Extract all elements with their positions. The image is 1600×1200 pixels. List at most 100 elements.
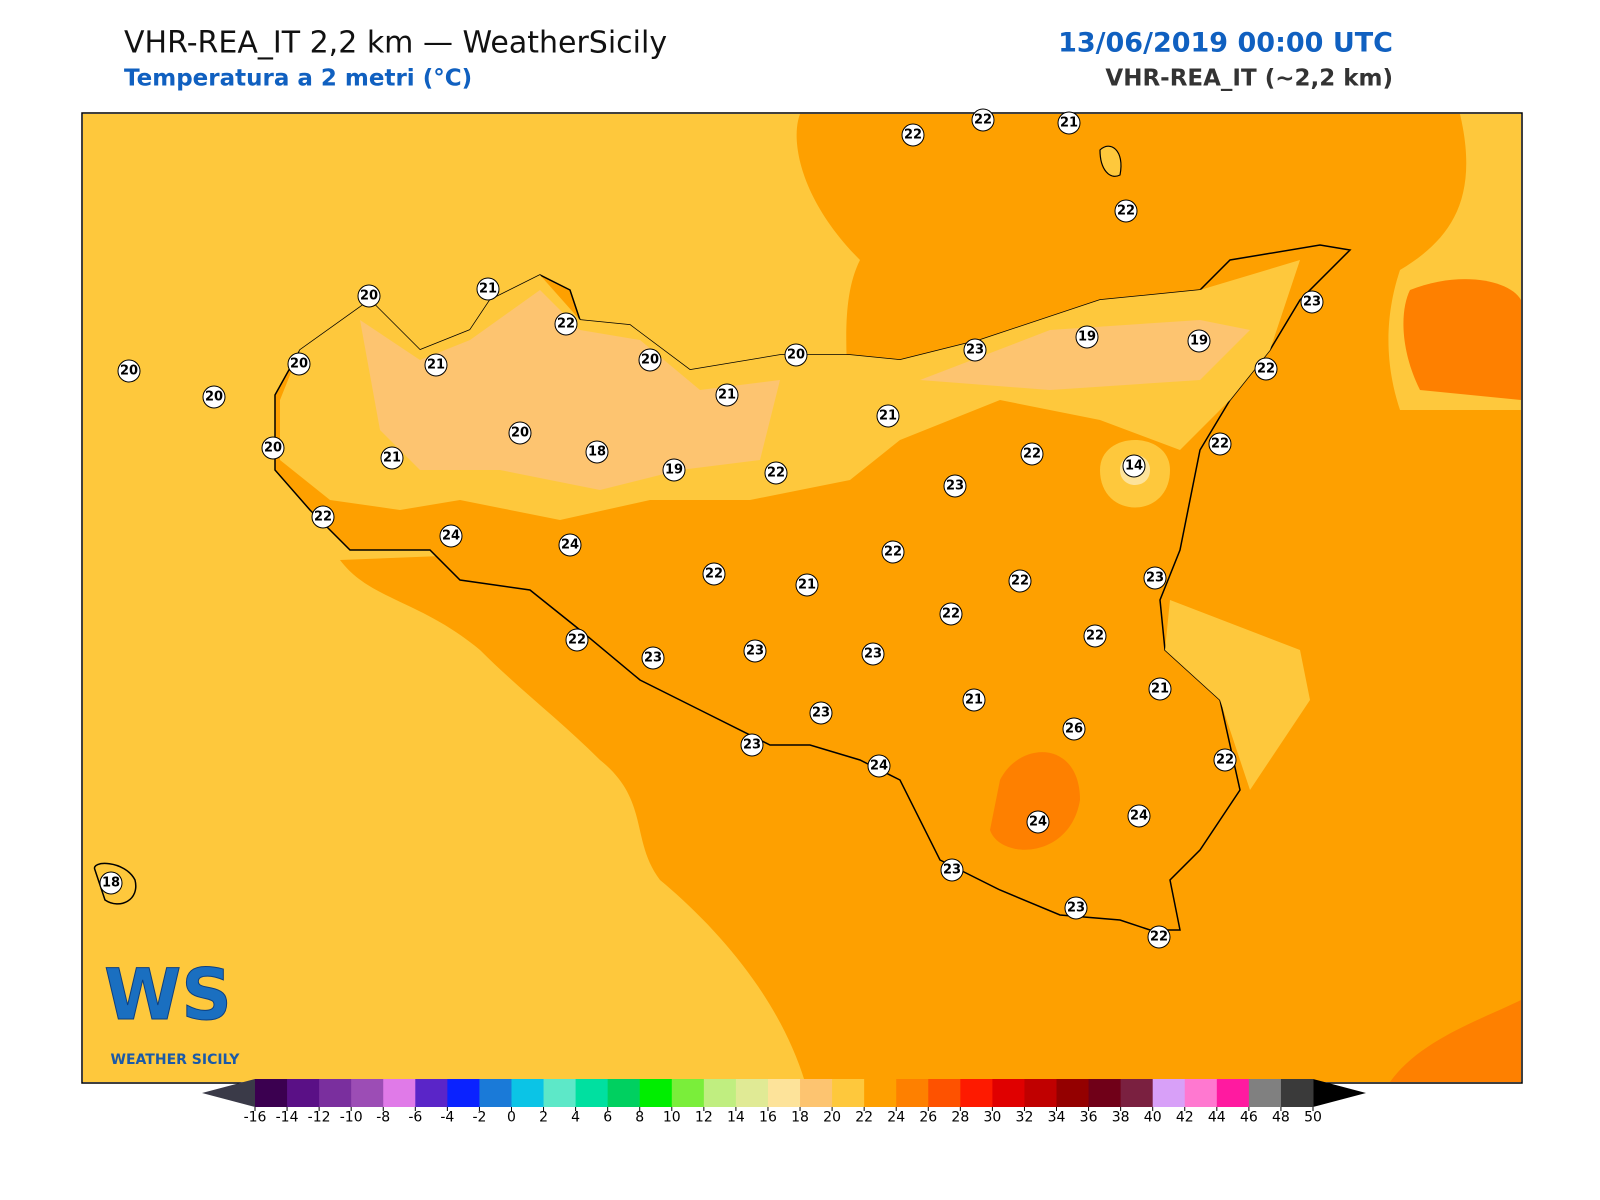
station-dot — [743, 639, 767, 663]
colorbar-label: -10 — [340, 1110, 363, 1126]
station-dot — [861, 642, 885, 666]
station-value: 23 — [1146, 571, 1164, 586]
station-value: 22 — [314, 510, 332, 525]
station: 20 — [261, 436, 285, 460]
station-dot — [867, 754, 891, 778]
station: 24 — [1127, 804, 1151, 828]
station-value: 22 — [1117, 204, 1135, 219]
station-dot — [764, 461, 788, 485]
station-value: 26 — [1065, 722, 1083, 737]
station-dot — [901, 123, 925, 147]
colorbar-label: 50 — [1304, 1110, 1322, 1126]
station: 23 — [943, 474, 967, 498]
station: 21 — [715, 383, 739, 407]
station-value: 22 — [1211, 437, 1229, 452]
station: 20 — [117, 359, 141, 383]
station: 20 — [202, 385, 226, 409]
map — [83, 114, 1521, 1082]
colorbar-under — [202, 1079, 255, 1107]
colorbar-swatch — [511, 1079, 545, 1107]
station-value: 22 — [1257, 362, 1275, 377]
station: 22 — [1208, 432, 1232, 456]
colorbar-over — [1313, 1079, 1366, 1107]
station-dot — [1008, 569, 1032, 593]
station: 22 — [1114, 199, 1138, 223]
calabria-warm — [1403, 279, 1521, 400]
colorbar-label: 44 — [1208, 1110, 1226, 1126]
station-value: 21 — [479, 282, 497, 297]
colorbar-label: -8 — [376, 1110, 390, 1126]
station: 23 — [861, 642, 885, 666]
colorbar-label: 46 — [1240, 1110, 1258, 1126]
station: 21 — [476, 277, 500, 301]
station-dot — [99, 871, 123, 895]
station: 22 — [1020, 442, 1044, 466]
station-dot — [1020, 442, 1044, 466]
station-value: 23 — [812, 706, 830, 721]
station: 21 — [962, 688, 986, 712]
station-dot — [638, 348, 662, 372]
station: 19 — [1187, 329, 1211, 353]
station: 24 — [867, 754, 891, 778]
colorbar-swatch — [607, 1079, 641, 1107]
station: 24 — [439, 524, 463, 548]
colorbar-swatch — [383, 1079, 416, 1107]
station: 20 — [784, 343, 808, 367]
station: 22 — [554, 312, 578, 336]
colorbar-label: 16 — [759, 1110, 777, 1126]
station-value: 22 — [1150, 930, 1168, 945]
station-value: 22 — [884, 545, 902, 560]
station: 18 — [99, 871, 123, 895]
station: 22 — [1254, 357, 1278, 381]
colorbar-label: 12 — [695, 1110, 713, 1126]
colorbar-swatch — [575, 1079, 609, 1107]
station: 22 — [311, 505, 335, 529]
station-value: 22 — [767, 466, 785, 481]
colorbar-swatch — [864, 1079, 897, 1107]
station-dot — [1143, 566, 1167, 590]
station-dot — [939, 602, 963, 626]
station-value: 21 — [1151, 682, 1169, 697]
station-dot — [554, 312, 578, 336]
station-value: 21 — [1060, 116, 1078, 131]
station: 23 — [1300, 290, 1324, 314]
interior-cool — [360, 290, 780, 490]
colorbar-swatch — [1024, 1079, 1058, 1107]
station: 21 — [795, 573, 819, 597]
colorbar-label: 40 — [1144, 1110, 1162, 1126]
station-value: 23 — [966, 343, 984, 358]
station: 23 — [963, 338, 987, 362]
colorbar-label: -6 — [408, 1110, 422, 1126]
station: 23 — [809, 701, 833, 725]
colorbar-swatch — [351, 1079, 384, 1107]
station-value: 22 — [1011, 574, 1029, 589]
colorbar-label: 8 — [635, 1110, 644, 1126]
station-value: 23 — [946, 479, 964, 494]
stations: 20 20 20 20 21 21 22 20 21 20 21 22 22 21 22 23 19 19 23 22… — [99, 108, 1324, 949]
station-value: 24 — [442, 529, 460, 544]
station-dot — [1254, 357, 1278, 381]
station-value: 21 — [427, 358, 445, 373]
station: 20 — [508, 421, 532, 445]
station: 23 — [1064, 896, 1088, 920]
station-dot — [565, 628, 589, 652]
nebrodi-cool — [920, 320, 1250, 390]
colorbar-label: 34 — [1048, 1110, 1066, 1126]
colorbar-swatch — [671, 1079, 705, 1107]
coast-east — [1165, 600, 1310, 790]
colorbar-label: 10 — [663, 1110, 681, 1126]
station-value: 21 — [798, 578, 816, 593]
station-dot — [261, 436, 285, 460]
station-value: 23 — [746, 644, 764, 659]
station: 22 — [702, 562, 726, 586]
station-dot — [424, 353, 448, 377]
station-value: 23 — [644, 651, 662, 666]
colorbar-swatch — [1120, 1079, 1154, 1107]
station-value: 19 — [1190, 334, 1208, 349]
model: VHR-REA_IT (~2,2 km) — [1105, 66, 1393, 92]
station-dot — [1213, 748, 1237, 772]
station: 14 — [1122, 454, 1146, 478]
colorbar-swatch — [479, 1079, 512, 1107]
station: 19 — [1075, 325, 1099, 349]
colorbar-swatch — [832, 1079, 865, 1107]
